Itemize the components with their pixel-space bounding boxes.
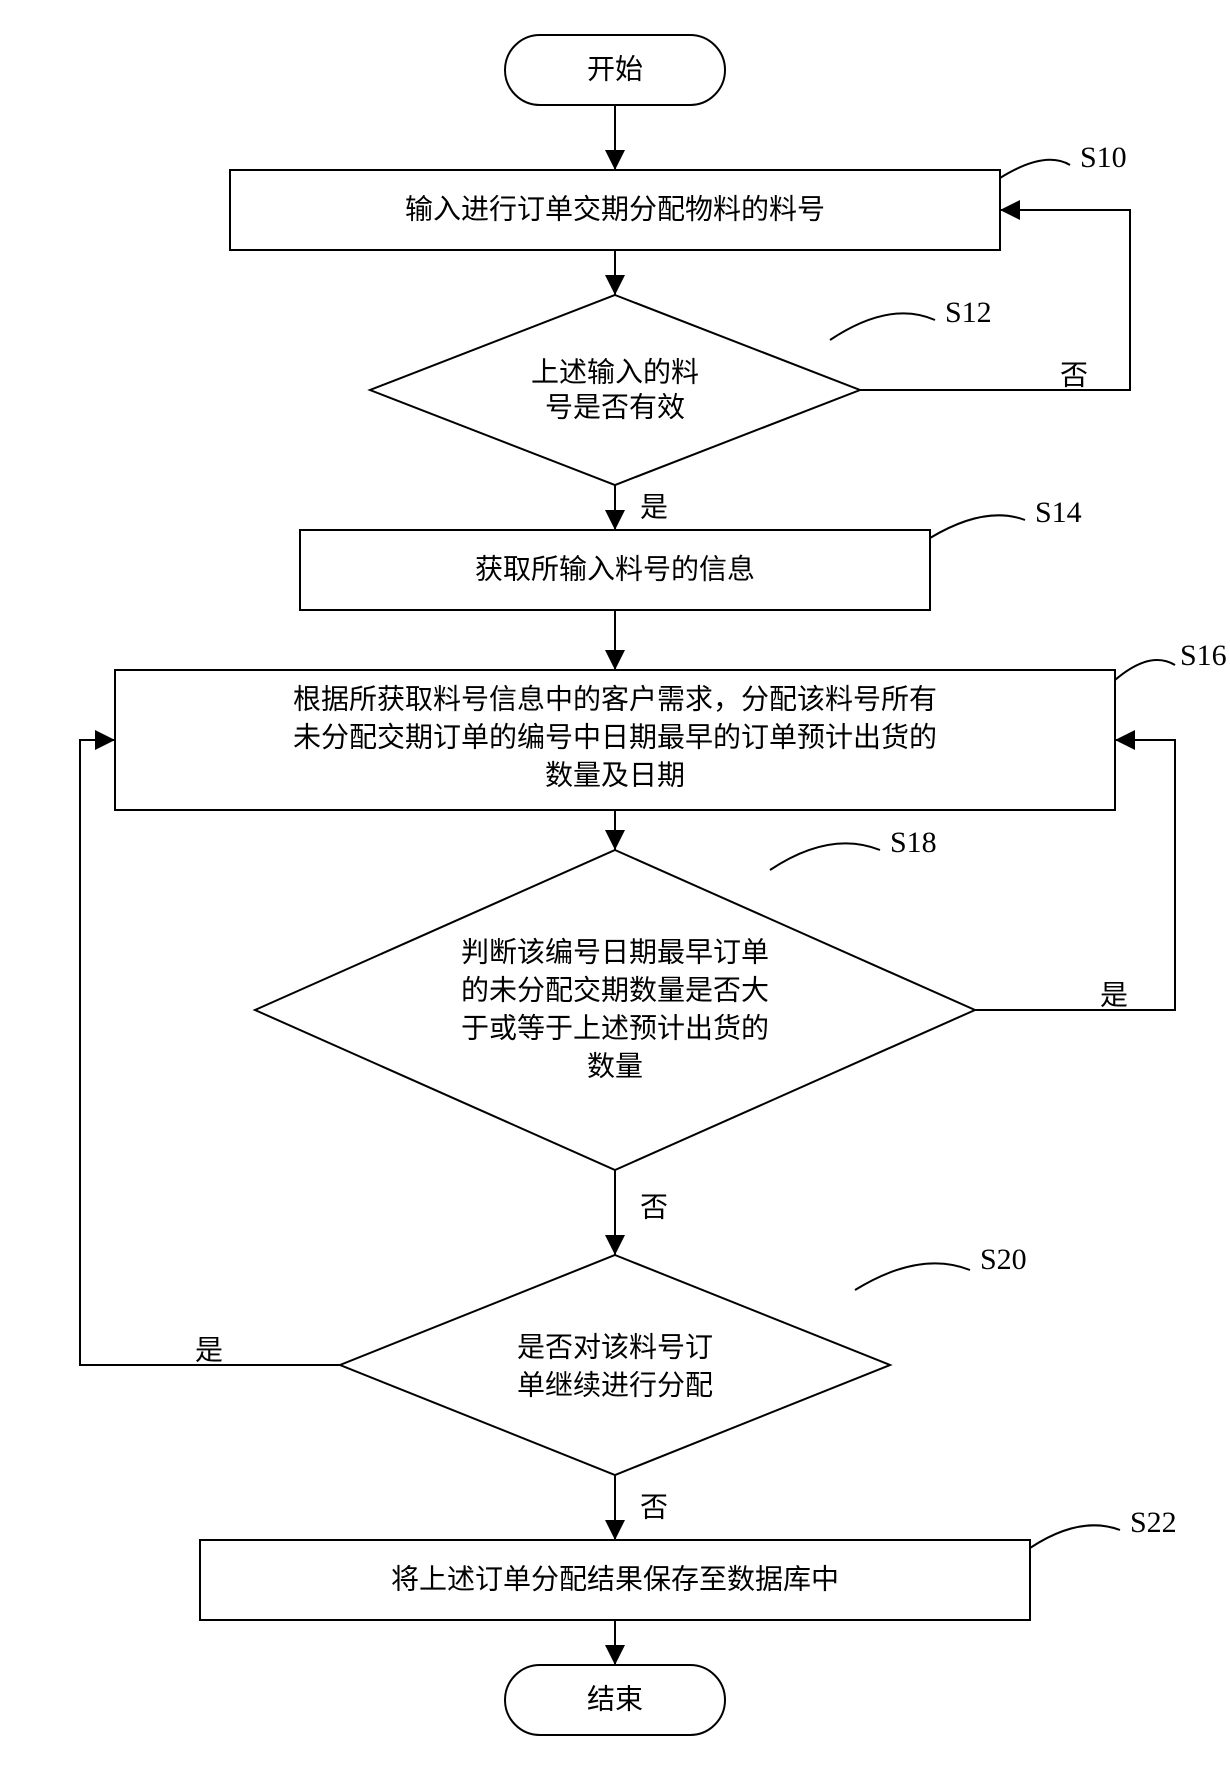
s14-process: 获取所输入料号的信息 xyxy=(300,530,930,610)
s16-process: 根据所获取料号信息中的客户需求，分配该料号所有 未分配交期订单的编号中日期最早的… xyxy=(115,670,1115,810)
s22-leader xyxy=(1030,1525,1120,1548)
s16-line1: 根据所获取料号信息中的客户需求，分配该料号所有 xyxy=(293,683,937,715)
s18-line2: 的未分配交期数量是否大 xyxy=(461,974,769,1006)
start-label: 开始 xyxy=(587,53,643,85)
s16-step-label: S16 xyxy=(1180,639,1227,672)
end-label: 结束 xyxy=(587,1683,643,1715)
s14-leader xyxy=(930,515,1025,538)
s20-step-label: S20 xyxy=(980,1243,1027,1276)
s12-line2: 号是否有效 xyxy=(545,391,685,423)
s14-text: 获取所输入料号的信息 xyxy=(475,553,755,585)
edge-s18-yes xyxy=(975,740,1175,1010)
s12-no-label: 否 xyxy=(1060,360,1088,391)
s12-line1: 上述输入的料 xyxy=(531,356,699,388)
s20-line1: 是否对该料号订 xyxy=(517,1331,713,1363)
s12-step-label: S12 xyxy=(945,296,992,329)
s18-step-label: S18 xyxy=(890,826,937,859)
s18-yes-label: 是 xyxy=(1100,980,1128,1011)
s10-process: 输入进行订单交期分配物料的料号 xyxy=(230,170,1000,250)
s18-line4: 数量 xyxy=(587,1050,643,1082)
s22-text: 将上述订单分配结果保存至数据库中 xyxy=(391,1563,839,1595)
s16-line2: 未分配交期订单的编号中日期最早的订单预计出货的 xyxy=(293,721,937,753)
s20-leader xyxy=(855,1263,970,1290)
edge-s12-no xyxy=(860,210,1130,390)
s10-text: 输入进行订单交期分配物料的料号 xyxy=(405,193,825,225)
s22-step-label: S22 xyxy=(1130,1506,1177,1539)
s18-no-label: 否 xyxy=(640,1192,668,1223)
s20-line2: 单继续进行分配 xyxy=(517,1369,713,1401)
end-terminal: 结束 xyxy=(505,1665,725,1735)
edge-s20-yes xyxy=(80,740,340,1365)
s18-decision: 判断该编号日期最早订单 的未分配交期数量是否大 于或等于上述预计出货的 数量 xyxy=(255,850,975,1170)
s18-line3: 于或等于上述预计出货的 xyxy=(461,1012,769,1044)
s20-decision: 是否对该料号订 单继续进行分配 xyxy=(340,1255,890,1475)
s12-leader xyxy=(830,313,935,340)
s18-line1: 判断该编号日期最早订单 xyxy=(461,936,769,968)
s18-leader xyxy=(770,843,880,870)
start-terminal: 开始 xyxy=(505,35,725,105)
s10-step-label: S10 xyxy=(1080,141,1127,174)
s20-yes-label: 是 xyxy=(195,1335,223,1366)
s12-decision: 上述输入的料 号是否有效 xyxy=(370,295,860,485)
s22-process: 将上述订单分配结果保存至数据库中 xyxy=(200,1540,1030,1620)
s12-yes-label: 是 xyxy=(640,492,668,523)
s16-line3: 数量及日期 xyxy=(545,759,685,791)
flowchart-canvas: 开始 输入进行订单交期分配物料的料号 S10 上述输入的料 号是否有效 S12 … xyxy=(0,0,1230,1770)
s20-no-label: 否 xyxy=(640,1492,668,1523)
s16-leader xyxy=(1115,660,1175,680)
s10-leader xyxy=(1000,160,1070,178)
s14-step-label: S14 xyxy=(1035,496,1082,529)
